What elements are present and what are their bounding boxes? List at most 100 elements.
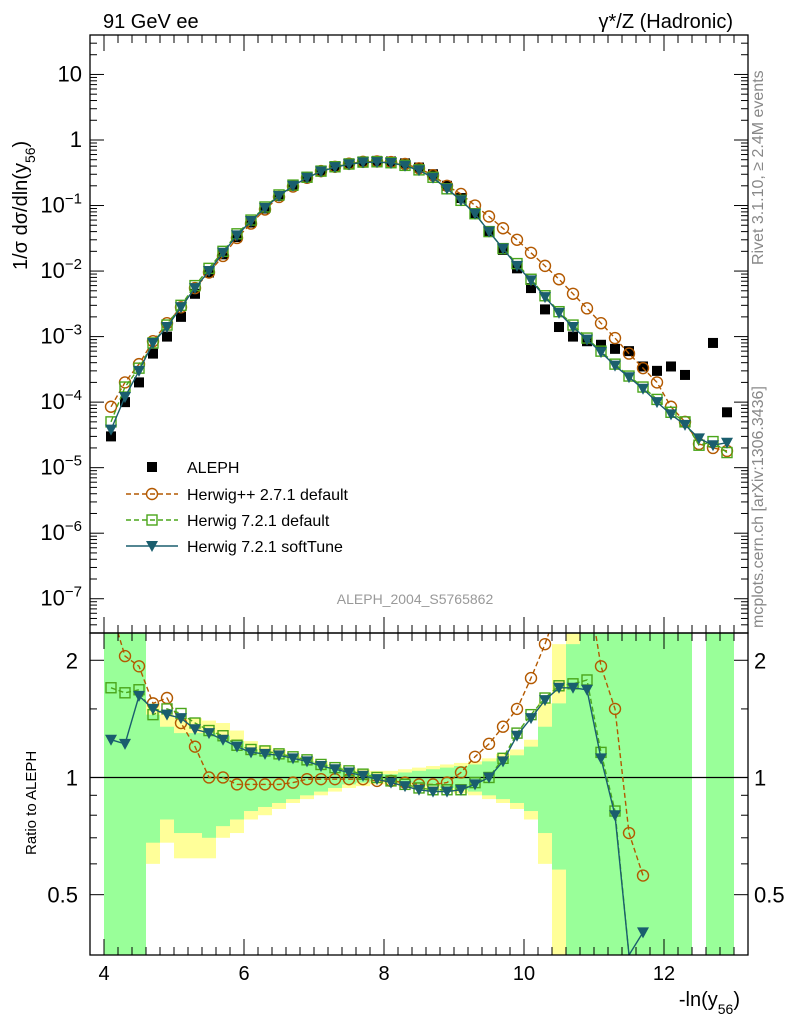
ratio-point-hpp [594,660,608,673]
data-point-soft [273,190,285,202]
ratio-point-h721 [105,682,117,694]
ratio-point-soft [441,786,453,798]
ratio-point-hpp [244,778,258,791]
ratio-point-hpp [300,772,314,786]
data-point-soft [525,275,537,287]
data-point-hpp [636,361,650,375]
stat-uncertainty-band [678,633,692,955]
ratio-point-soft [455,784,467,796]
series-line-soft [110,161,728,446]
stat-uncertainty-band [202,733,216,838]
data-point-soft [161,322,173,334]
ratio-point-soft [147,703,159,715]
ratio-point-hpp [468,750,482,764]
ratio-point-hpp [132,660,146,673]
legend-marker-soft [146,541,158,552]
data-point-aleph [596,339,606,350]
ratio-point-hpp [272,778,286,791]
ratio-point-soft [385,777,397,789]
data-point-aleph [680,369,690,380]
legend-label-aleph: ALEPH [187,460,239,477]
stat-uncertainty-band [160,726,174,820]
data-point-soft [385,158,397,170]
ratio-y-tick-label: 0.5 [47,883,78,908]
data-point-aleph [106,431,116,442]
data-point-soft [539,292,551,304]
stat-uncertainty-band [118,633,132,955]
stat-uncertainty-band [146,714,160,843]
series-h721 [105,156,733,459]
data-point-hpp [580,302,594,315]
legend-label-soft: Herwig 7.2.1 softTune [187,539,343,556]
data-point-soft [399,160,411,172]
ratio-point-hpp [286,776,300,789]
ratio-point-soft [595,753,607,765]
ratio-point-soft [133,690,145,702]
data-point-soft [105,424,117,436]
ratio-point-hpp [538,637,552,651]
ratio-point-hpp [230,778,244,791]
data-point-soft [637,383,649,395]
data-point-aleph [540,304,550,315]
x-tick-label: 4 [98,963,109,985]
data-point-hpp [608,331,622,345]
stat-uncertainty-band [188,733,202,834]
ratio-point-soft [469,779,481,791]
ratio-point-soft [427,786,439,798]
stat-uncertainty-band [104,633,118,955]
legend-marker-h721 [146,514,158,526]
data-point-soft [329,162,341,174]
ratio-point-soft [329,764,341,776]
stat-uncertainty-band [594,633,608,955]
ratio-point-soft [609,810,621,822]
ratio-point-soft [315,761,327,773]
stat-uncertainty-band [622,633,636,955]
ratio-point-soft [189,724,201,736]
ratio-point-soft [637,927,649,939]
ratio-point-soft [567,682,579,694]
ratio-point-soft [413,784,425,796]
ratio-point-soft [301,756,313,768]
data-point-soft [679,419,691,431]
ratio-point-hpp [496,720,510,733]
data-point-hpp [482,210,496,223]
legend-entry-aleph: ALEPH [147,460,239,477]
ratio-y-tick-label-right: 0.5 [754,883,785,908]
ratio-point-soft [203,728,215,740]
data-point-soft [581,334,593,346]
data-point-aleph [568,331,578,342]
data-point-soft [413,165,425,177]
ratio-point-soft [525,713,537,725]
header-right-title: γ*/Z (Hadronic) [599,11,733,33]
ratio-y-tick-label-right: 2 [754,648,766,673]
main-y-tick-label: 10−2 [40,256,82,283]
data-point-soft [483,226,495,238]
ratio-point-soft [287,753,299,765]
data-point-hpp [650,376,664,389]
data-point-soft [287,180,299,192]
stat-uncertainty-band [650,633,664,955]
data-point-aleph [148,348,158,359]
ratio-point-soft [105,734,117,746]
ratio-point-hpp [524,671,538,685]
ratio-point-soft [119,738,131,750]
data-point-soft [469,208,481,220]
stat-uncertainty-band [496,758,510,800]
data-point-hpp [510,233,524,246]
ratio-point-soft [371,774,383,786]
main-plot-marks [104,155,734,459]
data-point-aleph [176,311,186,322]
data-point-hpp [566,287,580,300]
legend-entry-h721: Herwig 7.2.1 default [126,513,330,530]
data-point-soft [651,397,663,409]
ratio-point-h721 [119,687,131,699]
data-point-soft [217,247,229,259]
ratio-point-soft [539,695,551,707]
data-point-soft [343,159,355,171]
main-y-tick-label: 10−7 [40,584,82,611]
ratio-point-hpp [202,771,216,784]
stat-uncertainty-band [216,735,230,827]
ratio-point-hpp [622,826,636,840]
axes-frames: 10 1 10−1 10−2 10−3 10−4 10−5 10−6 10−7 2 2 1 1 0.5 0.… [40,34,785,985]
x-tick-label: 10 [513,963,535,985]
